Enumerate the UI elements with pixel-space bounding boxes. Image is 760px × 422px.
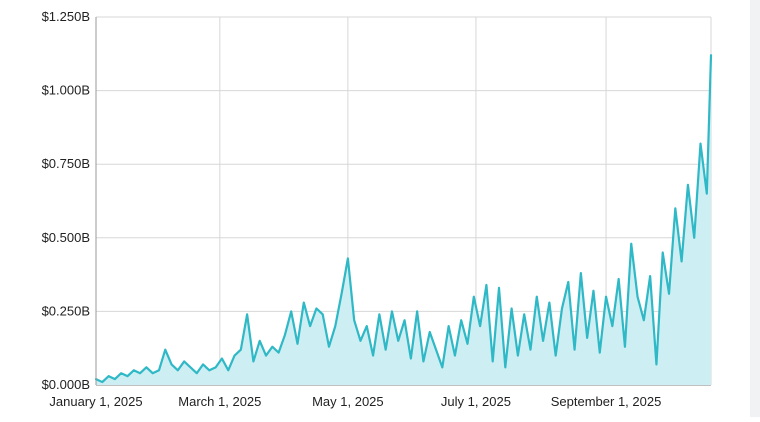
y-tick-label: $1.250B	[42, 9, 90, 24]
series-line	[94, 54, 713, 384]
y-tick-label: $1.000B	[42, 83, 90, 98]
x-tick-label: September 1, 2025	[551, 394, 662, 409]
y-tick-label: $0.750B	[42, 156, 90, 171]
x-tick-label: January 1, 2025	[49, 394, 142, 409]
y-tick-label: $0.500B	[42, 230, 90, 245]
y-tick-label: $0.000B	[42, 377, 90, 392]
label-layer: $0.000B $0.250B $0.500B $0.750B $1.000B $1.25…	[42, 9, 662, 409]
series-area	[96, 55, 711, 386]
area-layer	[96, 55, 711, 386]
chart-svg: $0.000B $0.250B $0.500B $0.750B $1.000B $1.25…	[42, 9, 713, 409]
x-tick-label: May 1, 2025	[312, 394, 384, 409]
x-tick-label: July 1, 2025	[441, 394, 511, 409]
line-layer	[94, 54, 713, 384]
x-tick-label: March 1, 2025	[178, 394, 261, 409]
right-edge-strip	[750, 0, 760, 417]
y-tick-label: $0.250B	[42, 303, 90, 318]
